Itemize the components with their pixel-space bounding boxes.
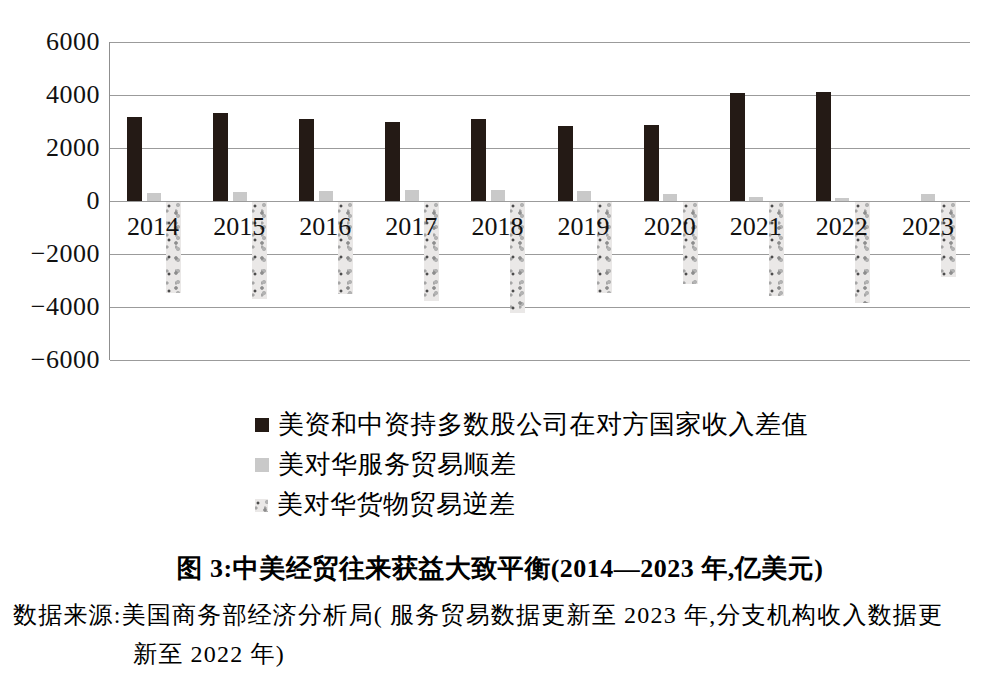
- legend-label-services: 美对华服务贸易顺差: [278, 450, 517, 480]
- bar-2016-series1: [299, 119, 314, 201]
- source-line-2: 新至 2022 年): [133, 638, 285, 670]
- bar-2022-series2: [835, 198, 849, 201]
- bar-2014-series1: [127, 117, 142, 201]
- bar-2023-series2: [921, 194, 935, 201]
- legend-swatch-services: [255, 458, 269, 472]
- y-tick-label-2000: 2000: [0, 134, 100, 162]
- y-tick-label-6000: 6000: [0, 28, 100, 56]
- gridline--2000: [110, 254, 970, 255]
- legend-swatch-goods: [255, 499, 268, 512]
- y-tick-label-4000: 4000: [0, 81, 100, 109]
- bar-2021-series2: [749, 197, 763, 201]
- bar-2015-series1: [213, 113, 228, 201]
- bar-2022-series1: [816, 92, 831, 201]
- y-tick-label--4000: −4000: [0, 293, 100, 321]
- x-label-2020: 2020: [627, 212, 713, 242]
- figure-page: 6000400020000−2000−4000−6000 20142015201…: [0, 0, 1000, 693]
- x-label-2017: 2017: [368, 212, 454, 242]
- x-label-2019: 2019: [541, 212, 627, 242]
- legend-row-services: 美对华服务贸易顺差: [255, 445, 808, 485]
- bar-2020-series2: [663, 194, 677, 201]
- gridline--6000: [110, 360, 970, 361]
- legend-label-goods: 美对华货物贸易逆差: [277, 490, 516, 520]
- bar-2016-series2: [319, 191, 333, 201]
- gridline--4000: [110, 307, 970, 308]
- legend-swatch-income: [255, 418, 269, 432]
- x-label-2023: 2023: [885, 212, 971, 242]
- bar-2015-series2: [233, 192, 247, 201]
- legend-label-income: 美资和中资持多数股公司在对方国家收入差值: [278, 410, 808, 440]
- bar-2021-series1: [730, 93, 745, 201]
- x-label-2021: 2021: [713, 212, 799, 242]
- x-label-2018: 2018: [454, 212, 540, 242]
- bar-2019-series1: [558, 126, 573, 201]
- y-tick-label-0: 0: [0, 187, 100, 215]
- chart-legend: 美资和中资持多数股公司在对方国家收入差值 美对华服务贸易顺差 美对华货物贸易逆差: [255, 405, 808, 525]
- plot-area: 2014201520162017201820192020202120222023: [109, 42, 970, 360]
- bar-2019-series2: [577, 191, 591, 201]
- legend-row-income: 美资和中资持多数股公司在对方国家收入差值: [255, 405, 808, 445]
- x-label-2015: 2015: [196, 212, 282, 242]
- x-label-2016: 2016: [282, 212, 368, 242]
- y-tick-label--6000: −6000: [0, 346, 100, 374]
- bar-2014-series2: [147, 193, 161, 201]
- figure-title: 图 3:中美经贸往来获益大致平衡(2014—2023 年,亿美元): [0, 551, 1000, 586]
- x-label-2014: 2014: [110, 212, 196, 242]
- bar-2017-series1: [385, 122, 400, 201]
- gridline-4000: [110, 95, 970, 96]
- bar-2017-series2: [405, 190, 419, 201]
- source-line-1: 数据来源:美国商务部经济分析局( 服务贸易数据更新至 2023 年,分支机构收入…: [13, 599, 1000, 631]
- bar-2018-series2: [491, 190, 505, 201]
- gridline-2000: [110, 148, 970, 149]
- y-tick-label--2000: −2000: [0, 240, 100, 268]
- gridline-6000: [110, 42, 970, 43]
- bar-2020-series1: [644, 125, 659, 201]
- bar-2018-series1: [471, 119, 486, 201]
- legend-row-goods: 美对华货物贸易逆差: [255, 485, 808, 525]
- gridline-0: [110, 201, 970, 202]
- x-label-2022: 2022: [799, 212, 885, 242]
